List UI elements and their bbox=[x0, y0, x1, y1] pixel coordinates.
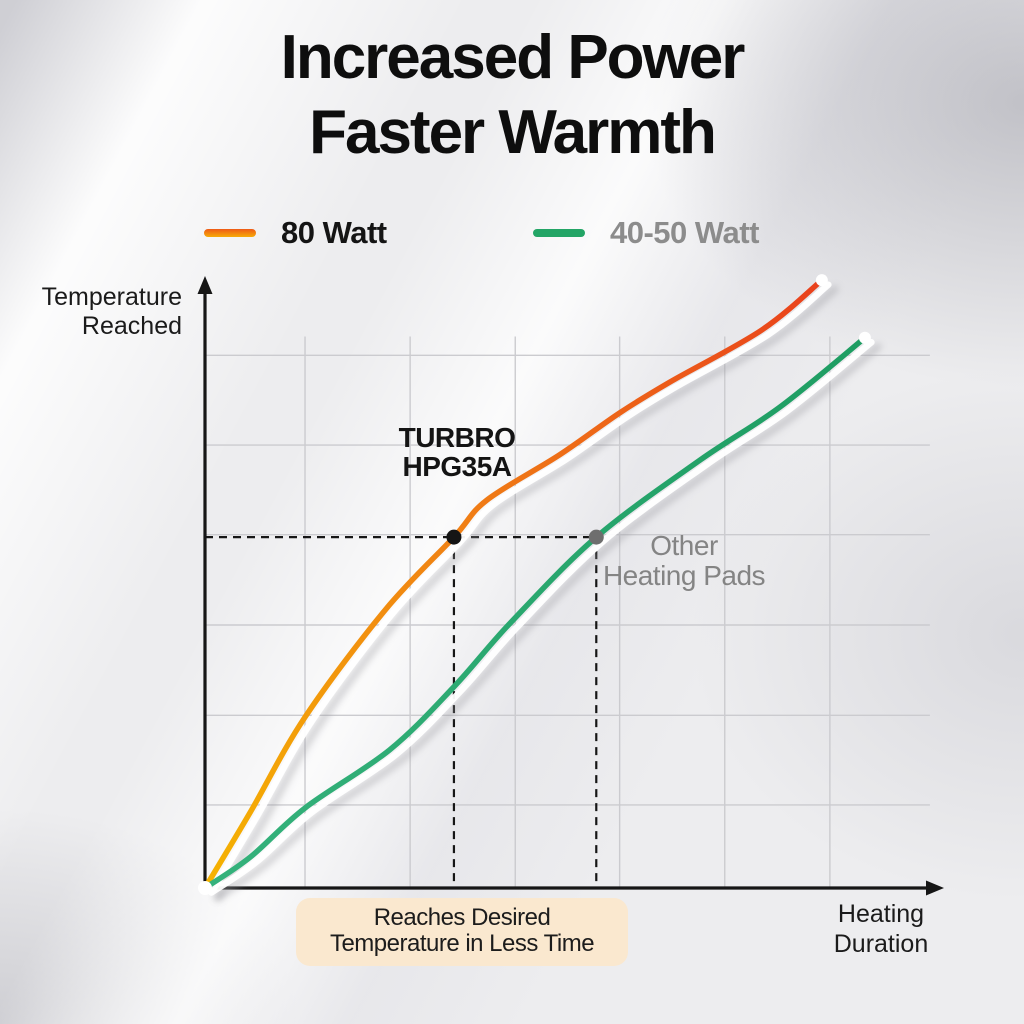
callout-reaches-desired-temperature: Reaches Desired Temperature in Less Time bbox=[296, 898, 628, 966]
x-axis-label: Heating Duration bbox=[806, 899, 956, 959]
annotation-turbro-line-2: HPG35A bbox=[402, 451, 512, 482]
y-axis-label-line-1: Temperature bbox=[41, 283, 182, 311]
annotation-other-line-1: Other bbox=[650, 530, 718, 561]
x-axis-label-line-2: Duration bbox=[833, 930, 929, 958]
callout-line-1: Reaches Desired bbox=[373, 904, 551, 931]
page-title: Increased Power Faster Warmth bbox=[0, 20, 1024, 170]
annotation-other-line-2: Heating Pads bbox=[602, 560, 766, 591]
annotation-turbro-hpg35a: TURBRO HPG35A bbox=[357, 423, 557, 481]
legend-item-80-watt: 80 Watt bbox=[204, 214, 387, 251]
legend-label-80-watt: 80 Watt bbox=[281, 214, 387, 250]
legend-label-40-50-watt: 40-50 Watt bbox=[610, 214, 759, 250]
legend-item-40-50-watt: 40-50 Watt bbox=[533, 214, 759, 251]
callout-line-2: Temperature in Less Time bbox=[329, 930, 595, 957]
legend-swatch-green bbox=[533, 228, 585, 237]
title-line-2: Faster Warmth bbox=[309, 98, 717, 167]
title-line-1: Increased Power bbox=[280, 23, 746, 92]
legend-swatch-orange bbox=[204, 228, 256, 237]
x-axis-label-line-1: Heating bbox=[837, 900, 925, 928]
annotation-other-heating-pads: Other Heating Pads bbox=[559, 531, 809, 591]
y-axis-label-line-2: Reached bbox=[81, 312, 182, 340]
y-axis-label: Temperature Reached bbox=[10, 283, 182, 341]
annotation-turbro-line-1: TURBRO bbox=[398, 422, 516, 453]
